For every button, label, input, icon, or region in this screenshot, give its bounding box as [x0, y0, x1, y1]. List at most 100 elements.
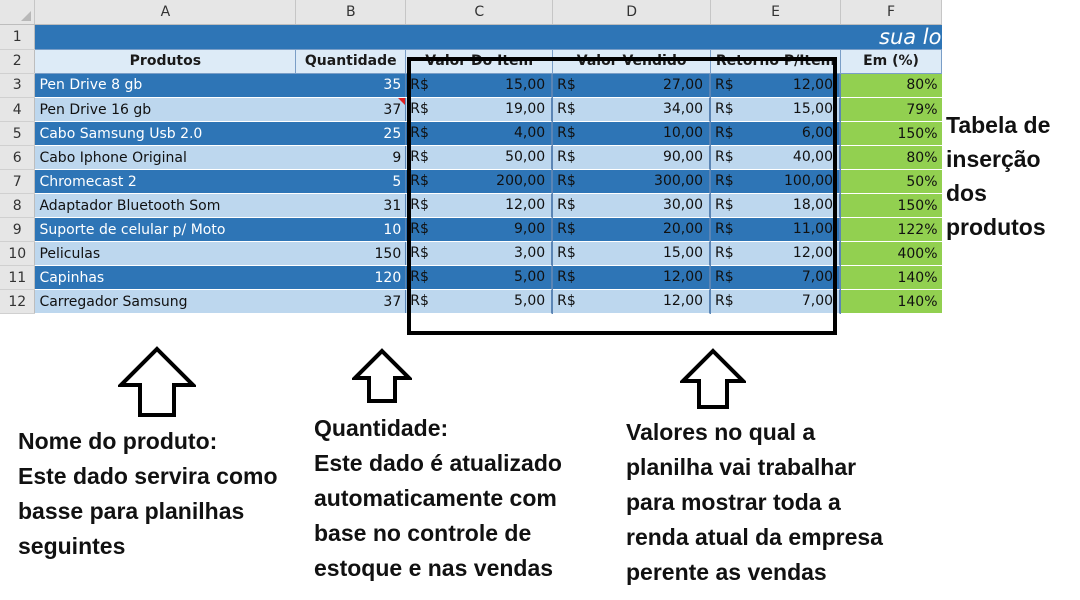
- cell-produto[interactable]: Capinhas: [34, 265, 296, 290]
- row-header[interactable]: 7: [0, 169, 36, 194]
- row-header[interactable]: 8: [0, 193, 36, 218]
- values-note: Valores no qual a planilha vai trabalhar…: [626, 419, 883, 585]
- column-header-b[interactable]: B: [295, 0, 407, 25]
- cell-em-pct[interactable]: 140%: [840, 289, 942, 314]
- cell-retorno[interactable]: R$ 100,00: [710, 169, 842, 194]
- amount: 7,00: [801, 269, 834, 285]
- header-retorno[interactable]: Retorno P/Item: [710, 48, 842, 74]
- cell-produto[interactable]: Pen Drive 8 gb: [34, 73, 296, 98]
- banner-cell[interactable]: sua lo: [34, 24, 942, 49]
- cell-vendido[interactable]: R$ 34,00: [552, 97, 712, 122]
- amount: 15,00: [792, 101, 834, 117]
- cell-valor[interactable]: R$ 15,00: [405, 73, 554, 98]
- cell-valor[interactable]: R$ 5,00: [405, 289, 554, 314]
- column-header-c[interactable]: C: [405, 0, 554, 25]
- row-header[interactable]: 10: [0, 241, 36, 266]
- cell-produto[interactable]: Suporte de celular p/ Moto: [34, 217, 296, 242]
- cell-vendido[interactable]: R$ 27,00: [552, 73, 712, 98]
- header-valor-vendido[interactable]: Valor Vendido: [552, 48, 712, 74]
- row-header[interactable]: 11: [0, 265, 36, 290]
- currency-symbol: R$: [715, 149, 734, 165]
- cell-retorno[interactable]: R$ 11,00: [710, 217, 842, 242]
- amount: 20,00: [662, 221, 704, 237]
- column-header-f[interactable]: F: [840, 0, 942, 25]
- cell-vendido[interactable]: R$ 12,00: [552, 265, 712, 290]
- column-header-e[interactable]: E: [710, 0, 842, 25]
- row-header[interactable]: 5: [0, 121, 36, 146]
- row-header[interactable]: 2: [0, 49, 36, 74]
- cell-vendido[interactable]: R$ 300,00: [552, 169, 712, 194]
- row-header[interactable]: 3: [0, 73, 36, 98]
- cell-quantidade[interactable]: 35: [295, 73, 407, 98]
- cell-produto[interactable]: Cabo Samsung Usb 2.0: [34, 121, 296, 146]
- column-header-a[interactable]: A: [34, 0, 297, 25]
- cell-retorno[interactable]: R$ 15,00: [710, 97, 842, 122]
- cell-valor[interactable]: R$ 19,00: [405, 97, 554, 122]
- cell-em-pct[interactable]: 140%: [840, 265, 942, 290]
- cell-em-pct[interactable]: 122%: [840, 217, 942, 242]
- table-label: Tabela de inserção dos produtos: [946, 112, 1051, 240]
- row-header[interactable]: 9: [0, 217, 36, 242]
- cell-em-pct[interactable]: 150%: [840, 193, 942, 218]
- currency-value: R$ 15,00: [553, 241, 710, 266]
- cell-retorno[interactable]: R$ 40,00: [710, 145, 842, 170]
- header-valor-item[interactable]: Valor Do Item: [405, 48, 554, 74]
- cell-retorno[interactable]: R$ 7,00: [710, 265, 842, 290]
- column-header-d[interactable]: D: [552, 0, 712, 25]
- cell-em-pct[interactable]: 80%: [840, 145, 942, 170]
- row-header[interactable]: 1: [0, 24, 36, 50]
- cell-em-pct[interactable]: 150%: [840, 121, 942, 146]
- cell-quantidade[interactable]: 150: [295, 241, 407, 266]
- amount: 9,00: [513, 221, 546, 237]
- cell-em-pct[interactable]: 79%: [840, 97, 942, 122]
- cell-valor[interactable]: R$ 50,00: [405, 145, 554, 170]
- cell-vendido[interactable]: R$ 20,00: [552, 217, 712, 242]
- cell-quantidade[interactable]: 25: [295, 121, 407, 146]
- cell-produto[interactable]: Cabo Iphone Original: [34, 145, 296, 170]
- cell-quantidade[interactable]: 120: [295, 265, 407, 290]
- cell-vendido[interactable]: R$ 15,00: [552, 241, 712, 266]
- cell-em-pct[interactable]: 80%: [840, 73, 942, 98]
- cell-valor[interactable]: R$ 9,00: [405, 217, 554, 242]
- cell-valor[interactable]: R$ 5,00: [405, 265, 554, 290]
- cell-retorno[interactable]: R$ 12,00: [710, 241, 842, 266]
- row-header[interactable]: 6: [0, 145, 36, 170]
- cell-quantidade[interactable]: 10: [295, 217, 407, 242]
- cell-quantidade[interactable]: 31: [295, 193, 407, 218]
- table-row: 7 Chromecast 2 5 R$ 200,00 R$ 300,00 R$ 100,00 50…: [0, 169, 942, 194]
- cell-produto[interactable]: Chromecast 2: [34, 169, 296, 194]
- cell-valor[interactable]: R$ 4,00: [405, 121, 554, 146]
- cell-quantidade[interactable]: 9: [295, 145, 407, 170]
- amount: 11,00: [792, 221, 834, 237]
- cell-em-pct[interactable]: 400%: [840, 241, 942, 266]
- cell-em-pct[interactable]: 50%: [840, 169, 942, 194]
- cell-valor[interactable]: R$ 3,00: [405, 241, 554, 266]
- cell-retorno[interactable]: R$ 18,00: [710, 193, 842, 218]
- cell-quantidade[interactable]: 37: [295, 289, 407, 314]
- cell-vendido[interactable]: R$ 90,00: [552, 145, 712, 170]
- row-header[interactable]: 12: [0, 289, 36, 314]
- cell-quantidade[interactable]: 37: [295, 97, 407, 122]
- cell-vendido[interactable]: R$ 12,00: [552, 289, 712, 314]
- header-em-pct[interactable]: Em (%): [840, 48, 942, 74]
- amount: 15,00: [662, 245, 704, 261]
- cell-produto[interactable]: Peliculas: [34, 241, 296, 266]
- cell-vendido[interactable]: R$ 30,00: [552, 193, 712, 218]
- cell-valor[interactable]: R$ 200,00: [405, 169, 554, 194]
- select-all-corner[interactable]: [0, 0, 36, 25]
- comment-indicator-icon[interactable]: [398, 98, 405, 105]
- cell-retorno[interactable]: R$ 12,00: [710, 73, 842, 98]
- header-quantidade[interactable]: Quantidade: [295, 48, 407, 74]
- cell-valor[interactable]: R$ 12,00: [405, 193, 554, 218]
- cell-produto[interactable]: Carregador Samsung: [34, 289, 296, 314]
- cell-retorno[interactable]: R$ 6,00: [710, 121, 842, 146]
- cell-quantidade[interactable]: 5: [295, 169, 407, 194]
- currency-symbol: R$: [410, 77, 429, 93]
- cell-retorno[interactable]: R$ 7,00: [710, 289, 842, 314]
- cell-produto[interactable]: Pen Drive 16 gb: [34, 97, 296, 122]
- row-header[interactable]: 4: [0, 97, 36, 122]
- cell-produto[interactable]: Adaptador Bluetooth Som: [34, 193, 296, 218]
- header-produtos[interactable]: Produtos: [34, 48, 297, 74]
- cell-vendido[interactable]: R$ 10,00: [552, 121, 712, 146]
- currency-value: R$ 300,00: [553, 169, 710, 194]
